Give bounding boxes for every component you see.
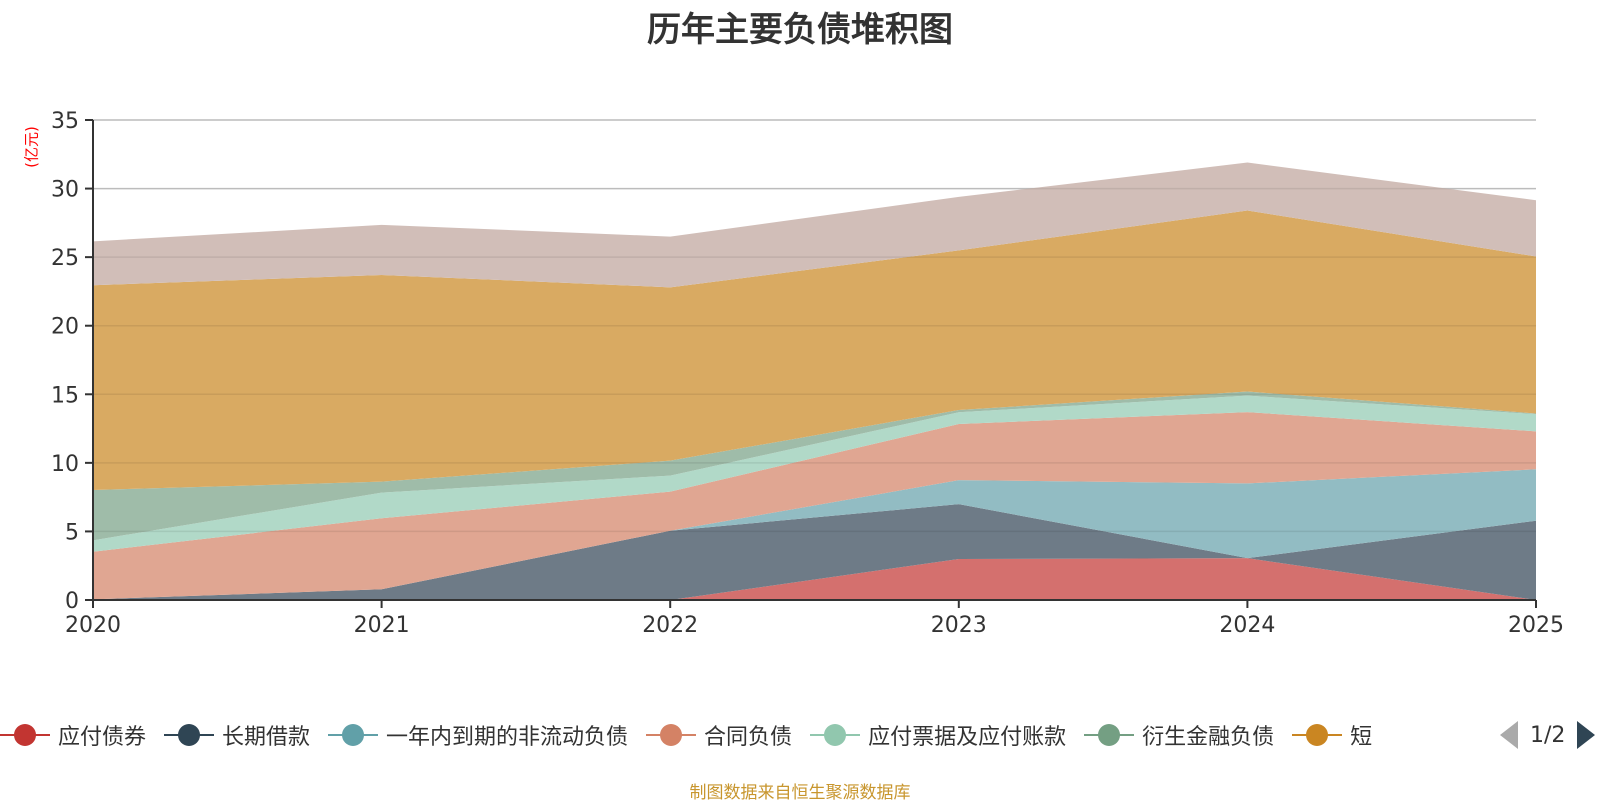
legend-pager: 1/2 [1500,718,1596,752]
legend-item[interactable]: 一年内到期的非流动负债 [328,719,628,751]
y-tick-label: 25 [51,246,79,271]
legend-marker-icon [1292,722,1343,748]
y-tick-label: 0 [65,589,79,614]
y-tick-label: 10 [51,452,79,477]
legend-prev-page-button[interactable] [1500,721,1518,749]
y-tick-label: 15 [51,383,79,408]
legend: 应付债券 长期借款 一年内到期的非流动负债 合同负债 应付票据及应付账款 衍生金融负债 短 [0,718,1390,752]
legend-label: 一年内到期的非流动负债 [386,725,629,750]
x-tick-label: 2022 [642,613,698,638]
legend-marker-icon [164,722,215,748]
legend-label: 应付债券 [58,725,147,750]
y-tick-label: 35 [51,109,79,134]
x-tick-label: 2025 [1508,613,1564,638]
x-tick-label: 2023 [931,613,987,638]
legend-item[interactable]: 衍生金融负债 [1084,719,1274,751]
y-tick-label: 20 [51,315,79,340]
chart-title: 历年主要负债堆积图 [647,10,953,50]
legend-label: 短 [1350,725,1373,750]
y-tick-label: 5 [65,520,79,545]
area-series-3[interactable] [93,412,1536,600]
legend-item[interactable]: 应付票据及应付账款 [810,719,1066,751]
area-series-7[interactable] [93,162,1536,288]
y-tick-label: 30 [51,178,79,203]
area-series-2[interactable] [93,469,1536,600]
legend-item[interactable]: 应付债券 [0,719,146,751]
legend-marker-icon [328,722,379,748]
area-series-4[interactable] [93,395,1536,552]
legend-label: 衍生金融负债 [1142,725,1275,750]
data-source-note: 制图数据来自恒生聚源数据库 [689,783,911,803]
x-tick-label: 2024 [1219,613,1275,638]
legend-next-page-button[interactable] [1577,721,1596,749]
legend-item[interactable]: 合同负债 [646,719,792,751]
legend-label: 应付票据及应付账款 [868,725,1067,750]
area-series-6[interactable] [93,210,1536,491]
legend-page-indicator: 1/2 [1530,722,1566,748]
legend-item[interactable]: 长期借款 [164,719,310,751]
legend-marker-icon [0,722,50,748]
legend-label: 长期借款 [222,725,311,750]
x-tick-label: 2021 [354,613,410,638]
legend-marker-icon [646,722,697,748]
x-tick-label: 2020 [65,613,121,638]
area-series [93,119,1536,600]
legend-marker-icon [1084,722,1135,748]
area-series-0[interactable] [93,558,1536,600]
legend-item[interactable]: 短 [1292,719,1372,751]
area-series-1[interactable] [93,504,1536,600]
legend-marker-icon [810,722,861,748]
legend-label: 合同负债 [704,725,793,750]
